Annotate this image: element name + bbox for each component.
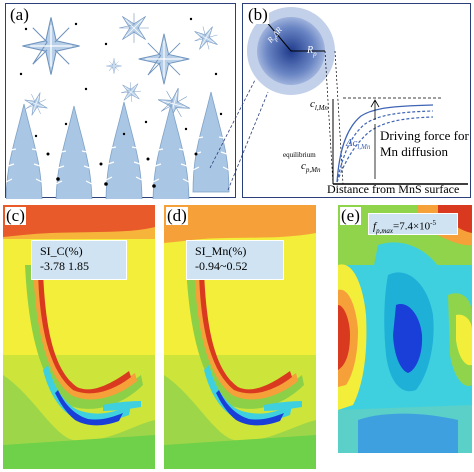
rp-radius-label: Rp — [307, 45, 317, 58]
panel-e-contour: (e) fp,max=7.4×10-5 — [338, 205, 472, 453]
x-axis-label: Distance from MnS surface — [327, 182, 460, 196]
panel-d-legend: SI_Mn(%) -0.94~0.52 — [186, 240, 284, 280]
panel-a-label: (a) — [9, 5, 30, 24]
c-pmn-label: cp,Mn — [301, 160, 321, 175]
precipitate-fraction-map — [338, 205, 472, 453]
panel-a-schematic: (a) — [5, 3, 236, 199]
equilibrium-label: equilibrium — [283, 151, 316, 159]
legend-title-d: SI_Mn(%) — [195, 244, 247, 258]
dendrite-illustration — [6, 4, 230, 199]
panel-b-schematic: (b) Rp RpΔR cl,Mn equilibrium cp,Mn Δcl,… — [242, 3, 471, 198]
legend-title-c: SI_C(%) — [40, 244, 83, 258]
driving-force-line1: Driving force for — [380, 128, 469, 143]
delta-c-label: Δcl,Mn — [346, 137, 371, 152]
driving-force-line2: Mn diffusion — [380, 144, 449, 159]
panel-d-contour: (d) SI_Mn(%) -0.94~0.52 — [164, 205, 316, 469]
panel-e-label: (e) — [340, 206, 361, 225]
legend-range-c: -3.78 1.85 — [40, 259, 89, 273]
panel-c-legend: SI_C(%) -3.78 1.85 — [31, 240, 127, 280]
panel-e-legend: fp,max=7.4×10-5 — [368, 213, 458, 235]
legend-range-d: -0.94~0.52 — [195, 259, 248, 273]
panel-c-contour: (c) SI_C(%) -3.78 1.85 — [3, 205, 155, 469]
c-lmn-label: cl,Mn — [310, 98, 328, 113]
panel-c-label: (c) — [5, 206, 26, 225]
panel-b-label: (b) — [247, 5, 269, 24]
panel-d-label: (d) — [166, 206, 188, 225]
particle-diffusion-diagram — [247, 7, 468, 185]
